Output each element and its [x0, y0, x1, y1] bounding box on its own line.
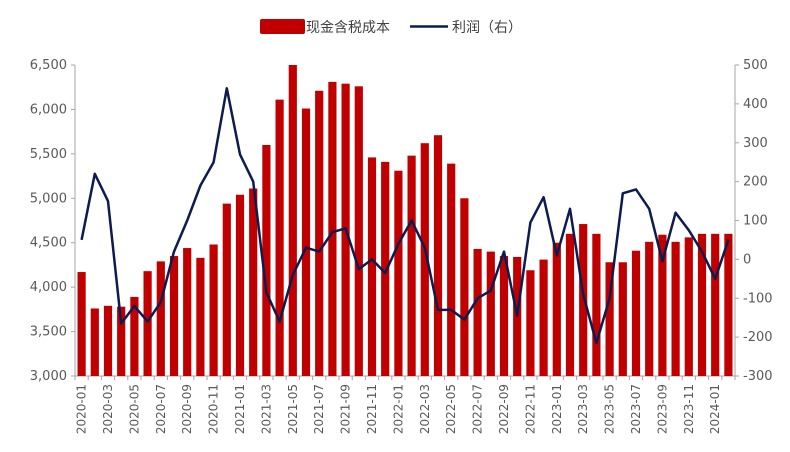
- bar-cost: [209, 244, 218, 376]
- bar-cost: [724, 233, 733, 376]
- bar-cost: [539, 259, 548, 376]
- y-right-tick-label: 200: [743, 175, 768, 190]
- y-left-tick-label: 6,000: [30, 102, 67, 117]
- x-tick-label: 2020-03: [101, 384, 115, 434]
- bar-cost: [288, 65, 297, 376]
- bar-cost: [645, 241, 654, 376]
- bar-cost: [262, 144, 271, 376]
- bar-cost: [407, 155, 416, 376]
- bar-cost: [90, 308, 99, 376]
- legend-swatch-cost: [260, 19, 305, 34]
- y-right-tick-label: -300: [743, 369, 773, 384]
- bar-cost: [526, 270, 535, 376]
- bar-cost: [697, 233, 707, 376]
- bar-cost: [711, 233, 720, 376]
- bar-cost: [275, 99, 284, 376]
- x-tick-label: 2022-09: [497, 384, 511, 434]
- y-right-tick-label: 400: [743, 97, 768, 112]
- x-tick-label: 2021-11: [365, 384, 379, 434]
- bar-cost: [117, 306, 126, 376]
- bar-cost: [143, 271, 152, 376]
- bar-cost: [235, 194, 245, 376]
- legend: 现金含税成本 利润（右）: [260, 19, 522, 36]
- bar-cost: [381, 161, 390, 376]
- y-right-tick-label: -100: [743, 291, 773, 306]
- bar-cost: [354, 86, 363, 376]
- bar-cost: [447, 163, 456, 376]
- legend-label-profit: 利润（右）: [452, 20, 522, 36]
- bar-cost: [552, 242, 561, 376]
- bar-cost: [486, 251, 495, 376]
- x-tick-label: 2022-11: [523, 384, 537, 434]
- y-left-tick-label: 6,500: [30, 58, 67, 73]
- y-left-tick-label: 4,500: [30, 236, 67, 251]
- y-right-tick-label: -200: [743, 330, 773, 345]
- x-tick-label: 2020-09: [180, 384, 194, 434]
- x-tick-label: 2023-11: [682, 384, 696, 434]
- bar-cost: [196, 257, 205, 376]
- bar-cost: [130, 296, 139, 376]
- x-tick-label: 2021-03: [259, 384, 273, 434]
- bar-cost: [631, 250, 641, 376]
- bar-cost: [77, 272, 86, 376]
- y-right-tick-label: 0: [743, 252, 751, 267]
- x-tick-label: 2023-07: [629, 384, 643, 434]
- bar-cost: [394, 170, 403, 376]
- bar-cost: [605, 262, 614, 376]
- x-tick-label: 2023-05: [603, 384, 617, 434]
- x-tick-label: 2021-01: [233, 384, 247, 434]
- x-tick-label: 2020-11: [207, 384, 221, 434]
- bar-cost: [460, 198, 469, 376]
- x-tick-label: 2021-07: [312, 384, 326, 434]
- bar-cost: [499, 256, 509, 376]
- bar-cost: [618, 262, 627, 376]
- bar-cost: [433, 135, 443, 376]
- x-tick-label: 2020-05: [127, 384, 141, 434]
- y-right-tick-label: 500: [743, 58, 768, 73]
- bar-cost: [103, 305, 113, 376]
- x-tick-label: 2023-09: [655, 384, 669, 434]
- bar-cost: [579, 224, 588, 376]
- y-left-tick-label: 4,000: [30, 280, 67, 295]
- x-tick-label: 2023-03: [576, 384, 590, 434]
- bar-cost: [473, 248, 482, 376]
- x-tick-label: 2024-01: [708, 384, 722, 434]
- y-left-tick-label: 5,000: [30, 191, 67, 206]
- y-left-tick-label: 3,500: [30, 325, 67, 340]
- bar-cost: [301, 108, 311, 376]
- x-tick-label: 2022-03: [418, 384, 432, 434]
- bar-cost: [315, 90, 324, 377]
- bar-cost: [222, 203, 231, 376]
- x-tick-label: 2022-07: [471, 384, 485, 434]
- bar-cost: [420, 143, 429, 376]
- x-tick-label: 2022-05: [444, 384, 458, 434]
- x-tick-label: 2020-01: [75, 384, 89, 434]
- line-profit: [80, 87, 730, 345]
- bar-cost: [658, 234, 667, 376]
- x-tick-label: 2020-07: [154, 384, 168, 434]
- bar-cost: [328, 81, 337, 376]
- bar-cost: [565, 233, 575, 376]
- y-left-tick-label: 5,500: [30, 147, 67, 162]
- bar-cost: [367, 157, 377, 376]
- bar-cost: [156, 261, 165, 376]
- x-tick-label: 2022-01: [391, 384, 405, 434]
- legend-label-cost: 现金含税成本: [306, 20, 390, 36]
- y-right-tick-label: 300: [743, 136, 768, 151]
- y-left-tick-label: 3,000: [30, 369, 67, 384]
- x-tick-label: 2021-09: [339, 384, 353, 434]
- plot-area: 3,000 3,500 4,000 4,500 5,000 5,500 6,000 6,500…: [30, 58, 773, 434]
- x-tick-label: 2023-01: [550, 384, 564, 434]
- bar-cost: [169, 256, 179, 376]
- y-right-tick-label: 100: [743, 214, 768, 229]
- bar-cost: [183, 248, 192, 376]
- bar-cost: [249, 188, 258, 376]
- bar-cost: [671, 241, 680, 376]
- x-tick-label: 2021-05: [286, 384, 300, 434]
- bar-cost: [592, 233, 601, 376]
- bar-cost: [684, 237, 693, 376]
